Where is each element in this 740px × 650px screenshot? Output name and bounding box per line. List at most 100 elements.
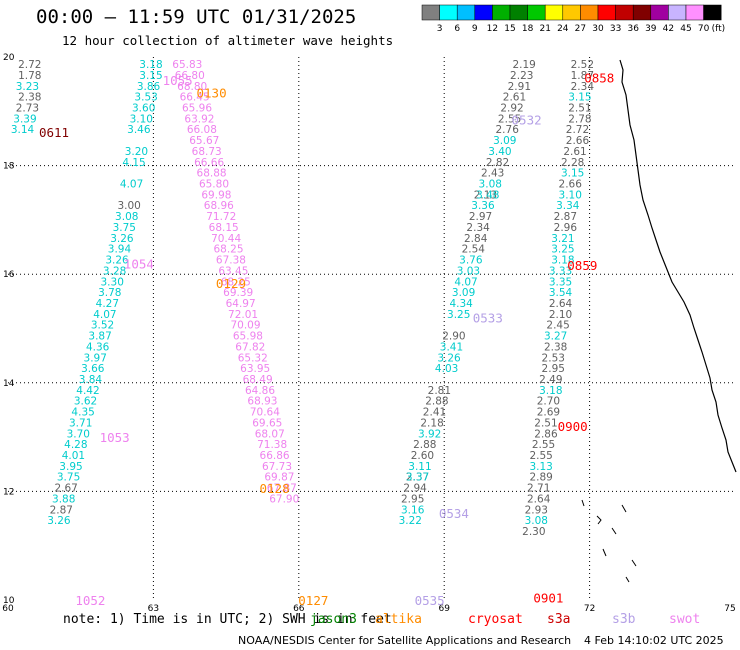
wave-height-label: 2.66 bbox=[559, 179, 583, 191]
wave-height-label: 2.38 bbox=[544, 341, 567, 353]
wave-height-label: 63.45 bbox=[218, 265, 248, 277]
wave-height-label: 67.90 bbox=[269, 493, 299, 505]
wave-height-label: 3.52 bbox=[91, 320, 114, 332]
wave-height-label: 70.09 bbox=[230, 320, 260, 332]
wave-height-label: 68.73 bbox=[192, 146, 222, 158]
wave-height-label: 2.95 bbox=[401, 493, 424, 505]
wave-height-label: 3.18 bbox=[551, 255, 574, 267]
wave-height-label: 68.93 bbox=[247, 396, 277, 408]
pass-time-label: 1055 bbox=[163, 73, 193, 88]
color-scale-tick: 21 bbox=[539, 24, 550, 34]
wave-height-label: 66.86 bbox=[260, 450, 290, 462]
wave-height-label: 68.15 bbox=[209, 222, 239, 234]
wave-height-label: 68.88 bbox=[197, 168, 227, 180]
wave-height-label: 3.26 bbox=[437, 352, 461, 364]
wave-height-label: 68.80 bbox=[177, 81, 207, 93]
credit-line: NOAA/NESDIS Center for Satellite Applica… bbox=[238, 634, 572, 647]
wave-height-label: 2.13 bbox=[474, 189, 497, 201]
wave-height-label: 2.49 bbox=[539, 374, 562, 386]
wave-height-label: 66.80 bbox=[175, 70, 205, 82]
color-scale-tick: 18 bbox=[522, 24, 534, 34]
wave-height-label: 3.94 bbox=[108, 244, 132, 256]
wave-height-label: 3.00 bbox=[117, 200, 140, 212]
wave-height-label: 67.73 bbox=[262, 461, 292, 473]
wave-height-label: 2.55 bbox=[498, 113, 521, 125]
pass-time-label: 0900 bbox=[558, 419, 588, 434]
axis-tick-labels: 60 63 66 69 72 75 10 12 14 16 18 20 bbox=[2, 53, 735, 614]
wave-height-label: 3.84 bbox=[79, 374, 103, 386]
wave-height-label: 2.19 bbox=[512, 59, 535, 71]
y-tick-label: 12 bbox=[3, 487, 14, 497]
wave-height-label: 2.88 bbox=[413, 439, 436, 451]
wave-height-label: 2.45 bbox=[546, 320, 569, 332]
wave-height-label: 2.23 bbox=[510, 70, 533, 82]
y-tick-label: 16 bbox=[3, 270, 15, 280]
wave-height-label: 3.08 bbox=[479, 179, 502, 191]
wave-height-label: 3.76 bbox=[459, 255, 483, 267]
wave-height-label: 3.37 bbox=[406, 472, 429, 484]
wave-height-label: 3.13 bbox=[529, 461, 552, 473]
generation-timestamp: 4 Feb 14:10:02 UTC 2025 bbox=[584, 634, 724, 647]
color-scale-swatch bbox=[492, 4, 511, 21]
wave-height-label: 66.08 bbox=[187, 124, 217, 136]
wave-height-label: 3.54 bbox=[549, 287, 573, 299]
wave-height-label: 68.96 bbox=[204, 200, 234, 212]
wave-height-label: 3.18 bbox=[539, 385, 562, 397]
wave-height-label: 4.35 bbox=[71, 407, 94, 419]
wave-height-label: 4.36 bbox=[86, 341, 110, 353]
color-scale-swatch bbox=[597, 4, 616, 21]
wave-height-label: 2.96 bbox=[554, 222, 578, 234]
color-scale-swatch bbox=[544, 4, 564, 21]
wave-height-label: 3.62 bbox=[74, 396, 97, 408]
wave-height-label: 4.28 bbox=[64, 439, 87, 451]
wave-height-label: 3.41 bbox=[440, 341, 463, 353]
pass-time-label: 0535 bbox=[415, 593, 445, 608]
legend-item-altika: altika bbox=[375, 612, 422, 627]
color-scale-swatch bbox=[650, 4, 669, 21]
y-tick-label: 14 bbox=[3, 379, 15, 389]
wave-height-label: 3.46 bbox=[127, 124, 151, 136]
wave-height-label: 2.72 bbox=[18, 59, 41, 71]
wave-height-label: 69.87 bbox=[264, 472, 294, 484]
color-scale-tick: 27 bbox=[575, 24, 586, 34]
wave-height-label: 3.25 bbox=[447, 309, 470, 321]
wave-height-label: 72.01 bbox=[228, 309, 258, 321]
pass-time-label: 1054 bbox=[124, 256, 154, 271]
wave-height-label: 3.15 bbox=[561, 168, 584, 180]
pass-time-label: 0130 bbox=[197, 85, 227, 100]
wave-height-label: 3.26 bbox=[47, 515, 71, 527]
wave-height-label: 4.07 bbox=[93, 309, 116, 321]
wave-height-label: 4.01 bbox=[62, 450, 85, 462]
wave-height-label: 3.14 bbox=[11, 124, 35, 136]
wave-height-label: 71.38 bbox=[257, 439, 287, 451]
wave-height-label: 2.76 bbox=[496, 124, 520, 136]
coastline bbox=[581, 59, 737, 583]
wave-height-label: 2.53 bbox=[542, 352, 565, 364]
color-scale-tick: 36 bbox=[627, 24, 639, 34]
wave-height-label: 3.15 bbox=[139, 70, 162, 82]
wave-height-label: 2.38 bbox=[18, 92, 41, 104]
wave-height-label: 3.18 bbox=[139, 59, 162, 71]
wave-height-label: 3.26 bbox=[105, 255, 129, 267]
wave-height-label: 68.07 bbox=[255, 428, 285, 440]
color-scale-swatch bbox=[685, 4, 704, 21]
wave-height-label: 2.94 bbox=[403, 483, 427, 495]
y-tick-label: 20 bbox=[3, 53, 15, 63]
pass-time-label: 1053 bbox=[100, 430, 130, 445]
wave-height-label: 2.34 bbox=[571, 81, 595, 93]
wave-height-label: 2.64 bbox=[549, 298, 573, 310]
color-scale-tick: 42 bbox=[663, 24, 674, 34]
pass-time-label: 0532 bbox=[512, 112, 542, 127]
wave-height-label: 3.53 bbox=[134, 92, 157, 104]
color-scale-tick: 24 bbox=[557, 24, 569, 34]
wave-height-label: 64.97 bbox=[226, 298, 256, 310]
wave-height-label: 3.10 bbox=[130, 113, 153, 125]
wave-height-label: 3.95 bbox=[59, 461, 82, 473]
color-scale-tick: 70 bbox=[698, 24, 710, 34]
wave-height-label: 68.49 bbox=[243, 374, 273, 386]
color-scale-swatch bbox=[615, 4, 634, 21]
wave-height-label: 2.97 bbox=[469, 211, 492, 223]
pass-time-label: 0128 bbox=[260, 481, 290, 496]
x-tick-label: 60 bbox=[2, 604, 14, 614]
wave-height-label: 3.28 bbox=[103, 265, 126, 277]
